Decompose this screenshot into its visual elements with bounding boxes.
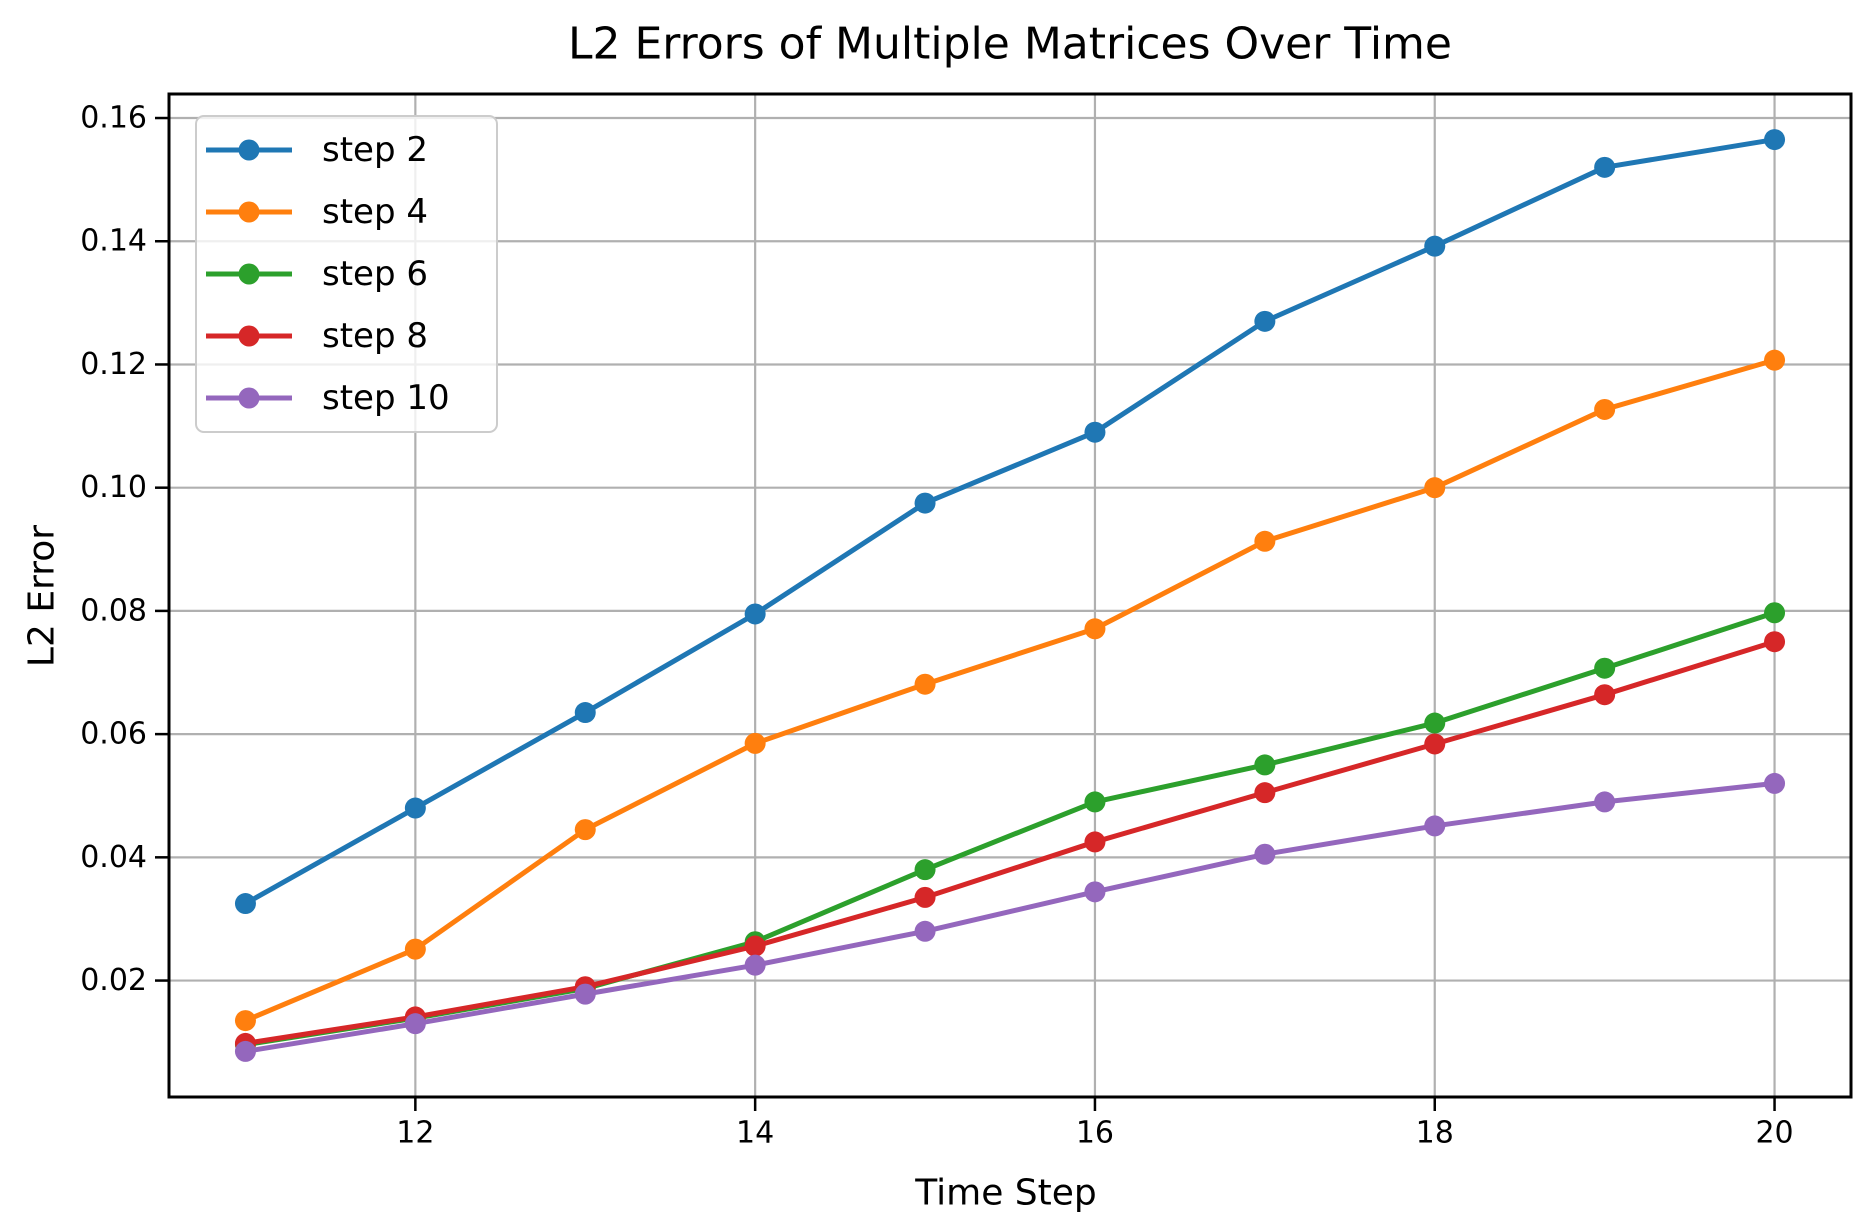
data-point-step-2-x16 — [1084, 421, 1106, 443]
data-point-step-6-x17 — [1254, 754, 1276, 776]
axes-layer: 12 14 16 18 20 0.02 0.04 0.06 0.08 0.10 0.12 0.14 0.… — [80, 92, 1853, 1151]
data-point-step-6-x18 — [1424, 712, 1446, 734]
data-point-step-6-x15 — [914, 859, 936, 881]
legend-item-step-2: step 2 — [206, 130, 428, 170]
legend-item-step-8: step 8 — [206, 316, 428, 356]
y-tick-label-0.10: 0.10 — [80, 470, 147, 505]
legend-item-step-4: step 4 — [206, 192, 428, 232]
data-point-step-10-x14 — [744, 954, 766, 976]
series-line-step-4 — [242, 357, 1778, 1024]
data-point-step-8-x16 — [1084, 831, 1106, 853]
data-point-step-2-x20 — [1764, 129, 1786, 151]
data-point-step-4-x16 — [1084, 618, 1106, 640]
plot-border — [167, 92, 1853, 1099]
data-point-step-10-x11 — [234, 1040, 256, 1062]
legend-marker-step-4 — [238, 201, 260, 223]
y-tick-label-0.14: 0.14 — [80, 224, 147, 259]
data-point-step-8-x14 — [744, 935, 766, 957]
data-point-step-2-x15 — [914, 492, 936, 514]
legend-marker-step-10 — [238, 387, 260, 409]
data-point-step-10-x16 — [1084, 881, 1106, 903]
legend-label-step-6: step 6 — [322, 254, 428, 294]
legend-label-step-4: step 4 — [322, 192, 428, 232]
legend-item-step-6: step 6 — [206, 254, 428, 294]
x-tick-label-16: 16 — [1076, 1116, 1114, 1151]
data-point-step-8-x15 — [914, 886, 936, 908]
legend-marker-step-6 — [238, 263, 260, 285]
data-point-step-8-x17 — [1254, 782, 1276, 804]
legend-label-step-2: step 2 — [322, 130, 428, 170]
data-point-step-6-x19 — [1594, 657, 1616, 679]
data-point-step-4-x11 — [234, 1010, 256, 1032]
data-point-step-10-x20 — [1764, 772, 1786, 794]
data-point-step-8-x20 — [1764, 631, 1786, 653]
y-tick-label-0.04: 0.04 — [80, 840, 147, 875]
x-tick-label-18: 18 — [1416, 1116, 1454, 1151]
y-axis-label: L2 Error — [22, 525, 63, 667]
x-axis-label: Time Step — [914, 1173, 1097, 1214]
legend-label-step-8: step 8 — [322, 316, 428, 356]
data-point-step-2-x18 — [1424, 235, 1446, 257]
legend-box — [195, 115, 498, 433]
legend-layer: step 2 step 4 step 6 step 8 step 10 — [195, 115, 498, 433]
legend-item-step-10: step 10 — [206, 378, 450, 418]
data-point-step-8-x19 — [1594, 684, 1616, 706]
data-point-step-4-x20 — [1764, 349, 1786, 371]
data-point-step-2-x11 — [234, 893, 256, 915]
y-tick-label-0.06: 0.06 — [80, 717, 147, 752]
data-point-step-10-x15 — [914, 920, 936, 942]
legend-marker-step-2 — [238, 139, 260, 161]
data-point-step-4-x19 — [1594, 398, 1616, 420]
legend-label-step-10: step 10 — [322, 378, 450, 418]
x-tick-label-14: 14 — [736, 1116, 774, 1151]
legend-marker-step-8 — [238, 325, 260, 347]
y-tick-label-0.08: 0.08 — [80, 593, 147, 628]
data-point-step-4-x13 — [574, 819, 596, 841]
data-point-step-10-x18 — [1424, 815, 1446, 837]
data-point-step-10-x13 — [574, 983, 596, 1005]
data-point-step-4-x17 — [1254, 530, 1276, 552]
series-line-step-10 — [242, 780, 1778, 1054]
data-point-step-4-x18 — [1424, 477, 1446, 499]
x-tick-label-12: 12 — [396, 1116, 434, 1151]
y-tick-label-0.12: 0.12 — [80, 347, 147, 382]
data-point-step-4-x15 — [914, 673, 936, 695]
y-tick-label-0.02: 0.02 — [80, 963, 147, 998]
chart-title: L2 Errors of Multiple Matrices Over Time — [568, 19, 1452, 70]
data-point-step-4-x14 — [744, 732, 766, 754]
data-point-step-10-x19 — [1594, 791, 1616, 813]
data-point-step-2-x12 — [404, 797, 426, 819]
data-point-step-6-x20 — [1764, 602, 1786, 624]
data-point-step-10-x12 — [404, 1013, 426, 1035]
x-tick-label-20: 20 — [1755, 1116, 1793, 1151]
data-point-step-2-x14 — [744, 603, 766, 625]
data-point-step-6-x16 — [1084, 791, 1106, 813]
series-line-step-8 — [242, 639, 1778, 1046]
data-point-step-2-x17 — [1254, 310, 1276, 332]
series-layer — [234, 129, 1786, 1062]
data-point-step-10-x17 — [1254, 843, 1276, 865]
data-point-step-2-x19 — [1594, 156, 1616, 178]
series-line-step-2 — [242, 137, 1778, 907]
data-point-step-8-x18 — [1424, 733, 1446, 755]
y-tick-label-0.16: 0.16 — [80, 101, 147, 136]
data-point-step-2-x13 — [574, 702, 596, 724]
data-point-step-4-x12 — [404, 938, 426, 960]
